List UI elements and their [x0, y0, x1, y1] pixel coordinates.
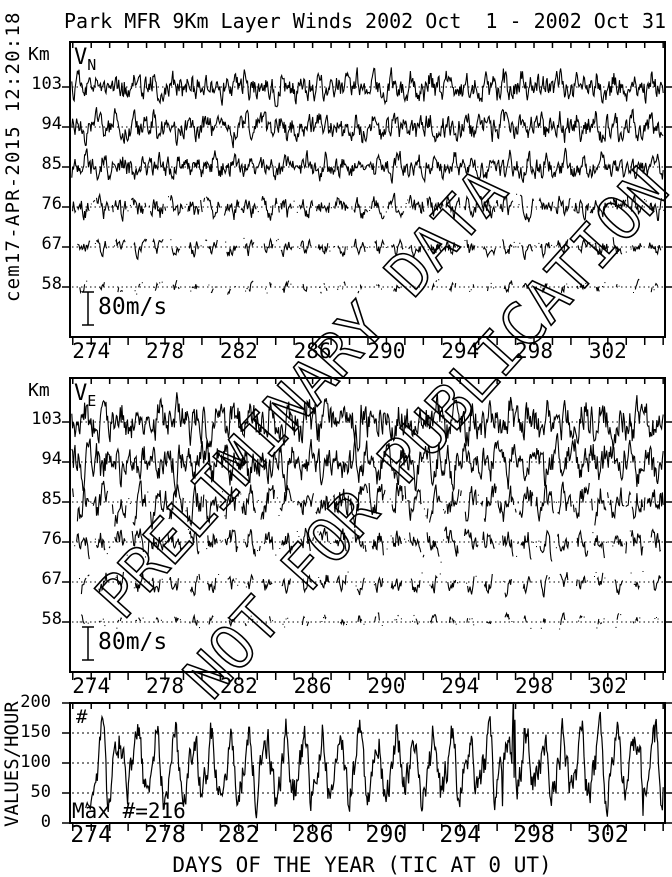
x-tick-label: 278 [144, 822, 186, 848]
plot-title: Park MFR 9Km Layer Winds 2002 Oct 1 - 20… [64, 9, 667, 33]
y-tick-label-counts: 0 [40, 812, 51, 832]
wind-trace-76km [72, 192, 664, 223]
wind-trace-85km [71, 147, 664, 184]
x-axis-title: DAYS OF THE YEAR (TIC AT 0 UT) [172, 853, 552, 877]
panel-label-vn-main: V [74, 45, 88, 70]
wind-trace-103km [71, 67, 664, 108]
counts-trace [85, 704, 664, 819]
x-tick-label: 282 [218, 822, 260, 848]
panel-2 [62, 702, 672, 831]
y-tick-label-km: 67 [41, 569, 62, 589]
wind-trace-85km [72, 480, 664, 530]
y-tick-label-counts: 50 [30, 782, 51, 802]
wind-trace-94km [71, 107, 664, 149]
y-tick-label-counts: 150 [20, 722, 51, 742]
x-tick-label: 278 [146, 339, 184, 363]
panel-1 [62, 377, 672, 680]
x-tick-label: 290 [367, 339, 406, 363]
y-tick-label-km: 76 [41, 529, 62, 549]
wind-trace-67km [79, 570, 662, 598]
wind-trace-103km [71, 392, 664, 453]
y-tick-label-km: 76 [41, 194, 62, 214]
x-tick-label: 286 [291, 822, 334, 848]
y-tick-label-km: 85 [41, 154, 62, 174]
y-tick-label-km: 85 [41, 489, 62, 509]
wind-trace-58km [79, 278, 659, 295]
max-count-annotation: Max #=216 [72, 799, 186, 823]
x-tick-label: 302 [587, 822, 629, 848]
scale-bar-label-vn: 80m/s [98, 294, 168, 320]
x-tick-label: 290 [365, 822, 408, 848]
x-tick-label: 294 [439, 822, 481, 848]
panel-label-ve-sub: E [87, 392, 97, 410]
y-tick-label-km: 94 [41, 114, 62, 134]
panel-0 [62, 41, 672, 345]
y-tick-label-counts: 200 [20, 692, 51, 712]
y-tick-label-km: 58 [41, 609, 62, 629]
x-tick-label: 294 [441, 674, 480, 698]
panel-label-vn: VN [74, 45, 96, 74]
x-tick-label: 302 [588, 339, 627, 363]
x-tick-label: 278 [146, 674, 184, 698]
panel-label-ve-main: V [74, 381, 88, 406]
x-tick-label: 298 [515, 674, 553, 698]
km-unit-label-vn: Km [28, 44, 50, 65]
x-tick-label: 274 [70, 822, 112, 848]
x-tick-label: 286 [293, 674, 332, 698]
x-tick-label: 286 [293, 339, 332, 363]
wind-trace-76km [74, 526, 662, 563]
x-tick-label: 298 [515, 339, 553, 363]
scale-bar-label-ve: 80m/s [98, 629, 168, 655]
y-tick-label-counts: 100 [20, 752, 51, 772]
y-tick-label-km: 94 [41, 449, 62, 469]
wind-trace-67km [77, 237, 662, 261]
x-tick-label: 290 [367, 674, 406, 698]
y-tick-label-km: 67 [41, 234, 62, 254]
wind-trace-58km [79, 611, 659, 630]
x-tick-label: 274 [72, 339, 111, 363]
x-tick-label: 294 [441, 339, 480, 363]
x-tick-label: 298 [513, 822, 555, 848]
y-tick-label-km: 103 [31, 74, 62, 94]
wind-trace-94km [71, 433, 664, 495]
y-tick-label-km: 103 [31, 409, 62, 429]
km-unit-label-ve: Km [28, 380, 50, 401]
counts-symbol-label: # [76, 706, 88, 728]
y-tick-label-km: 58 [41, 274, 62, 294]
x-tick-label: 282 [219, 339, 258, 363]
panel-label-vn-sub: N [87, 56, 97, 74]
panel-label-ve: VE [74, 381, 96, 410]
x-tick-label: 282 [219, 674, 258, 698]
x-tick-label: 302 [588, 674, 627, 698]
x-tick-label: 274 [72, 674, 111, 698]
